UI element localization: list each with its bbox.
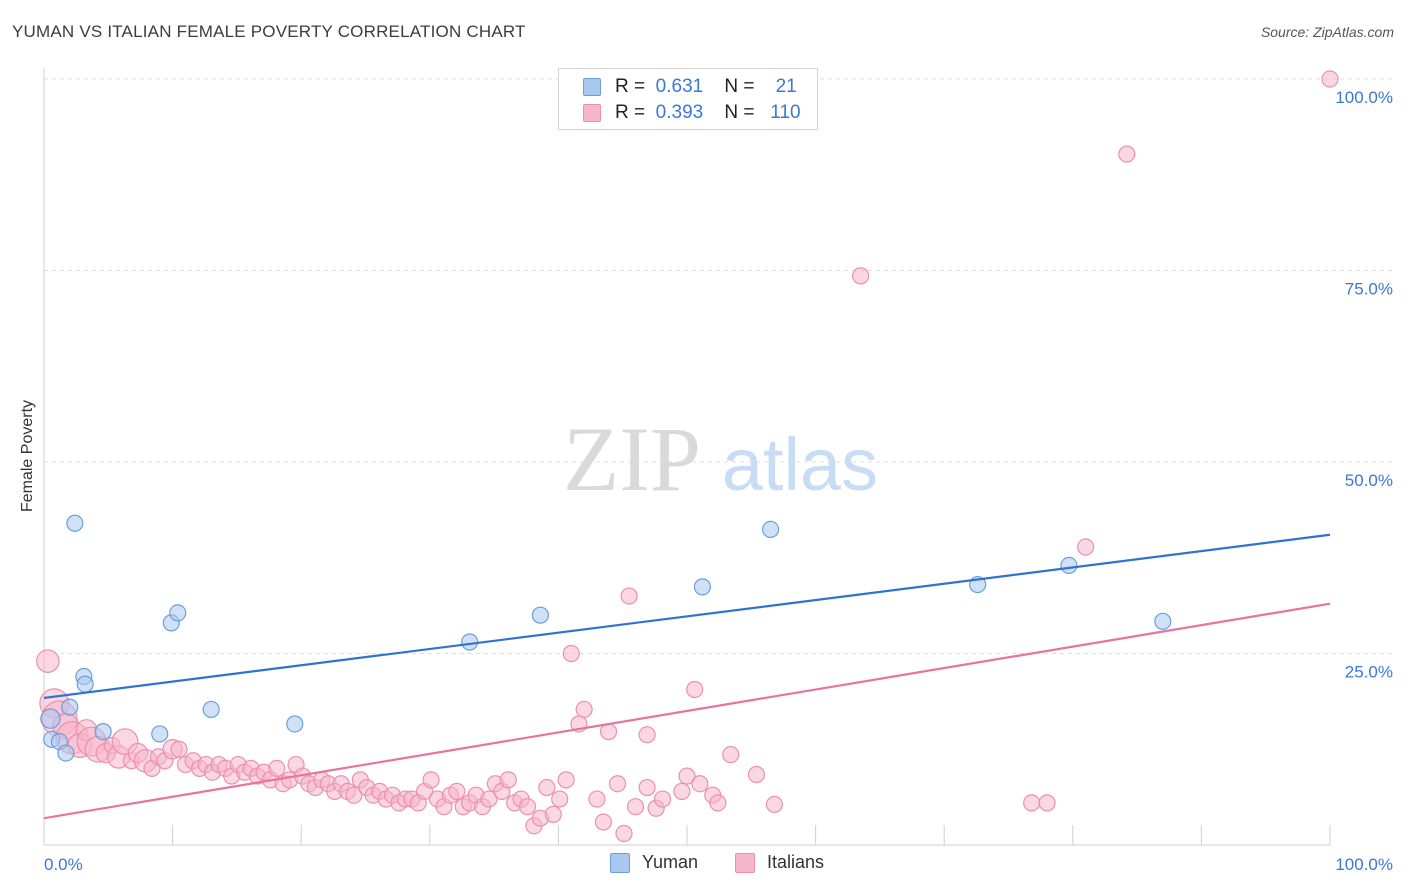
yuman-point-5 — [66, 514, 84, 532]
italians-point-74 — [518, 798, 537, 816]
yuman-point-4 — [61, 698, 79, 716]
italians-point-103 — [765, 795, 784, 814]
italians-point-59 — [422, 771, 440, 789]
y-tick-label-25: 25.0% — [1345, 663, 1393, 682]
yuman-point-20 — [1154, 612, 1172, 630]
italians-point-94 — [653, 790, 672, 808]
italians-point-79 — [551, 790, 569, 808]
italians-point-87 — [608, 775, 627, 793]
italians-swatch — [583, 104, 601, 122]
chart-title: YUMAN VS ITALIAN FEMALE POVERTY CORRELAT… — [12, 22, 526, 41]
yuman-r-value: 0.631 — [655, 76, 704, 97]
italians-point-63 — [448, 782, 466, 800]
watermark-zip: ZIP — [563, 408, 701, 510]
y-tick-label-100: 100.0% — [1335, 88, 1393, 107]
italians-point-35 — [268, 759, 286, 778]
yuman-point-13 — [286, 715, 304, 733]
yuman-point-3 — [57, 744, 75, 762]
italians-point-104 — [852, 267, 870, 285]
italians-r-label: R = — [615, 102, 646, 123]
italians-point-71 — [499, 771, 517, 789]
italians-point-101 — [722, 746, 740, 764]
x-tick-label-min: 0.0% — [44, 855, 83, 874]
bottom-legend-italians: Italians — [735, 852, 824, 873]
watermark: ZIP atlas — [563, 408, 878, 510]
italians-point-20 — [170, 740, 188, 758]
bottom-italians-label: Italians — [767, 852, 825, 872]
italians-point-47 — [345, 786, 363, 804]
stats-legend: R = 0.631 N = 21 R = 0.393 N = 110 — [558, 68, 818, 130]
italians-point-90 — [626, 798, 645, 816]
y-tick-label-50: 50.0% — [1345, 471, 1393, 490]
italians-point-84 — [588, 790, 606, 808]
yuman-point-9 — [151, 725, 169, 743]
bottom-yuman-label: Yuman — [642, 852, 699, 872]
italians-point-109 — [1321, 70, 1339, 88]
source-credit: Source: ZipAtlas.com — [1260, 24, 1394, 40]
yuman-r-label: R = — [615, 76, 646, 97]
italians-point-85 — [594, 813, 613, 831]
legend-row-yuman: R = 0.631 N = 21 — [583, 75, 797, 99]
italians-point-88 — [615, 824, 633, 843]
yuman-n-value: 21 — [775, 76, 797, 97]
italians-point-105 — [1023, 794, 1041, 812]
yuman-point-14 — [461, 633, 479, 651]
yuman-point-15 — [531, 606, 549, 624]
italians-n-label: N = — [724, 102, 755, 123]
italians-point-108 — [1118, 145, 1136, 163]
italians-point-80 — [557, 771, 575, 789]
italians-point-78 — [544, 805, 562, 823]
y-tick-label-75: 75.0% — [1345, 280, 1393, 299]
italians-point-96 — [678, 767, 696, 785]
italians-trend-line — [43, 602, 1331, 820]
legend-row-italians: R = 0.393 N = 110 — [583, 101, 801, 125]
yuman-point-7 — [76, 675, 94, 693]
italians-point-95 — [673, 782, 691, 800]
italians-point-0 — [36, 649, 60, 673]
yuman-swatch — [583, 78, 601, 96]
italians-point-91 — [638, 726, 656, 744]
yuman-trend-line — [43, 533, 1331, 700]
yuman-point-11 — [169, 604, 187, 622]
tick-label-layer: 25.0% 50.0% 75.0% 100.0% 0.0% 100.0% — [44, 88, 1393, 874]
italians-point-83 — [575, 700, 593, 719]
x-tick-label-max: 100.0% — [1335, 855, 1393, 874]
bottom-legend-yuman: Yuman — [610, 852, 698, 873]
bottom-italians-swatch — [735, 852, 755, 873]
italians-point-77 — [538, 778, 556, 797]
italians-point-102 — [747, 765, 766, 784]
trend-layer — [43, 533, 1331, 820]
italians-r-value: 0.393 — [655, 102, 704, 123]
italians-point-98 — [691, 775, 709, 793]
italians-point-92 — [638, 778, 656, 797]
yuman-point-17 — [761, 520, 780, 539]
grid-layer — [44, 78, 1395, 654]
italians-n-value: 110 — [770, 102, 801, 123]
italians-point-68 — [480, 790, 498, 808]
yuman-point-0 — [40, 708, 61, 729]
watermark-atlas: atlas — [722, 423, 878, 506]
yuman-point-12 — [202, 700, 220, 719]
yuman-n-label: N = — [724, 76, 755, 97]
italians-point-107 — [1077, 538, 1095, 556]
italians-point-106 — [1038, 794, 1056, 812]
italians-point-81 — [562, 644, 580, 663]
bottom-yuman-swatch — [610, 852, 630, 873]
yuman-point-16 — [693, 578, 712, 596]
italians-point-89 — [620, 587, 638, 605]
yuman-point-19 — [1060, 556, 1078, 575]
italians-point-97 — [686, 680, 704, 699]
yuman-point-8 — [94, 723, 112, 741]
italians-point-100 — [709, 794, 727, 812]
